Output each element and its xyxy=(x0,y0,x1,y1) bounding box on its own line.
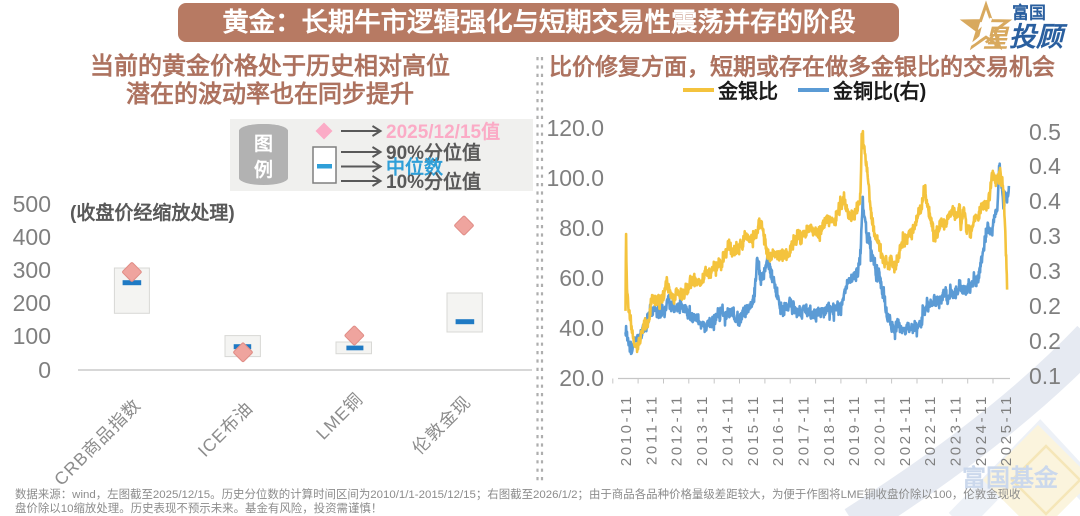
svg-text:CRB商品指数: CRB商品指数 xyxy=(50,395,145,490)
svg-text:60.0: 60.0 xyxy=(559,265,604,291)
svg-text:40.0: 40.0 xyxy=(559,315,604,341)
svg-text:0.5: 0.5 xyxy=(1029,119,1061,145)
svg-text:2024-11: 2024-11 xyxy=(973,394,990,466)
svg-text:0.2: 0.2 xyxy=(1029,293,1061,319)
svg-text:LME铜: LME铜 xyxy=(312,389,367,444)
svg-text:富国基金: 富国基金 xyxy=(962,464,1059,492)
svg-text:中位数: 中位数 xyxy=(386,156,444,179)
svg-text:富国: 富国 xyxy=(1012,3,1046,23)
svg-text:80.0: 80.0 xyxy=(559,215,604,241)
svg-text:300: 300 xyxy=(13,257,51,283)
svg-text:金铜比(右): 金铜比(右) xyxy=(832,79,926,103)
svg-text:2020-11: 2020-11 xyxy=(872,394,889,466)
svg-text:2021-11: 2021-11 xyxy=(897,394,914,466)
svg-text:2025/12/15值: 2025/12/15值 xyxy=(386,120,500,143)
svg-text:0.2: 0.2 xyxy=(1029,328,1061,354)
svg-text:0: 0 xyxy=(38,357,51,383)
svg-text:0.4: 0.4 xyxy=(1029,153,1061,179)
svg-text:120.0: 120.0 xyxy=(546,115,604,141)
svg-text:2023-11: 2023-11 xyxy=(948,394,965,466)
svg-text:ICE布油: ICE布油 xyxy=(194,398,257,461)
svg-text:500: 500 xyxy=(13,191,51,217)
svg-text:200: 200 xyxy=(13,290,51,316)
svg-text:0.3: 0.3 xyxy=(1029,258,1061,284)
svg-text:2014-11: 2014-11 xyxy=(719,394,736,466)
svg-text:0.1: 0.1 xyxy=(1029,363,1061,389)
svg-text:数据来源：wind，左图截至2025/12/15。历史分位数: 数据来源：wind，左图截至2025/12/15。历史分位数的计算时间区间为20… xyxy=(15,487,1021,501)
svg-text:10%分位值: 10%分位值 xyxy=(386,170,481,193)
svg-text:当前的黄金价格处于历史相对高位: 当前的黄金价格处于历史相对高位 xyxy=(90,52,450,80)
svg-text:比价修复方面，短期或存在做多金银比的交易机会: 比价修复方面，短期或存在做多金银比的交易机会 xyxy=(549,54,1055,80)
svg-text:2015-11: 2015-11 xyxy=(745,394,762,466)
svg-text:金银比: 金银比 xyxy=(717,79,778,103)
svg-text:100.0: 100.0 xyxy=(546,165,604,191)
svg-text:2018-11: 2018-11 xyxy=(821,394,838,466)
svg-text:2022-11: 2022-11 xyxy=(922,394,939,466)
svg-text:2010-11: 2010-11 xyxy=(618,394,635,466)
svg-text:2011-11: 2011-11 xyxy=(643,394,660,465)
svg-text:伦敦金现: 伦敦金现 xyxy=(408,392,474,458)
svg-text:90%分位值: 90%分位值 xyxy=(386,141,481,164)
svg-text:2016-11: 2016-11 xyxy=(770,394,787,466)
svg-text:2025-11: 2025-11 xyxy=(998,394,1015,466)
svg-text:100: 100 xyxy=(13,323,51,349)
svg-text:2019-11: 2019-11 xyxy=(846,394,863,466)
svg-text:例: 例 xyxy=(254,158,273,181)
svg-text:盘价除以10缩放处理。历史表现不预示未来。基金有风险，投资需: 盘价除以10缩放处理。历史表现不预示未来。基金有风险，投资需谨慎！ xyxy=(15,501,382,515)
svg-text:星: 星 xyxy=(983,25,1010,53)
svg-text:20.0: 20.0 xyxy=(559,365,604,391)
svg-text:0.3: 0.3 xyxy=(1029,223,1061,249)
svg-text:400: 400 xyxy=(13,224,51,250)
svg-text:黄金：长期牛市逻辑强化与短期交易性震荡并存的阶段: 黄金：长期牛市逻辑强化与短期交易性震荡并存的阶段 xyxy=(222,7,856,37)
svg-text:潜在的波动率也在同步提升: 潜在的波动率也在同步提升 xyxy=(126,80,414,108)
svg-text:图: 图 xyxy=(254,133,273,155)
svg-text:2012-11: 2012-11 xyxy=(669,394,686,466)
svg-text:2017-11: 2017-11 xyxy=(796,394,813,466)
svg-text:2013-11: 2013-11 xyxy=(694,394,711,466)
svg-text:(收盘价经缩放处理): (收盘价经缩放处理) xyxy=(70,201,235,224)
svg-text:0.4: 0.4 xyxy=(1029,188,1061,214)
svg-text:投顾: 投顾 xyxy=(1009,22,1068,52)
